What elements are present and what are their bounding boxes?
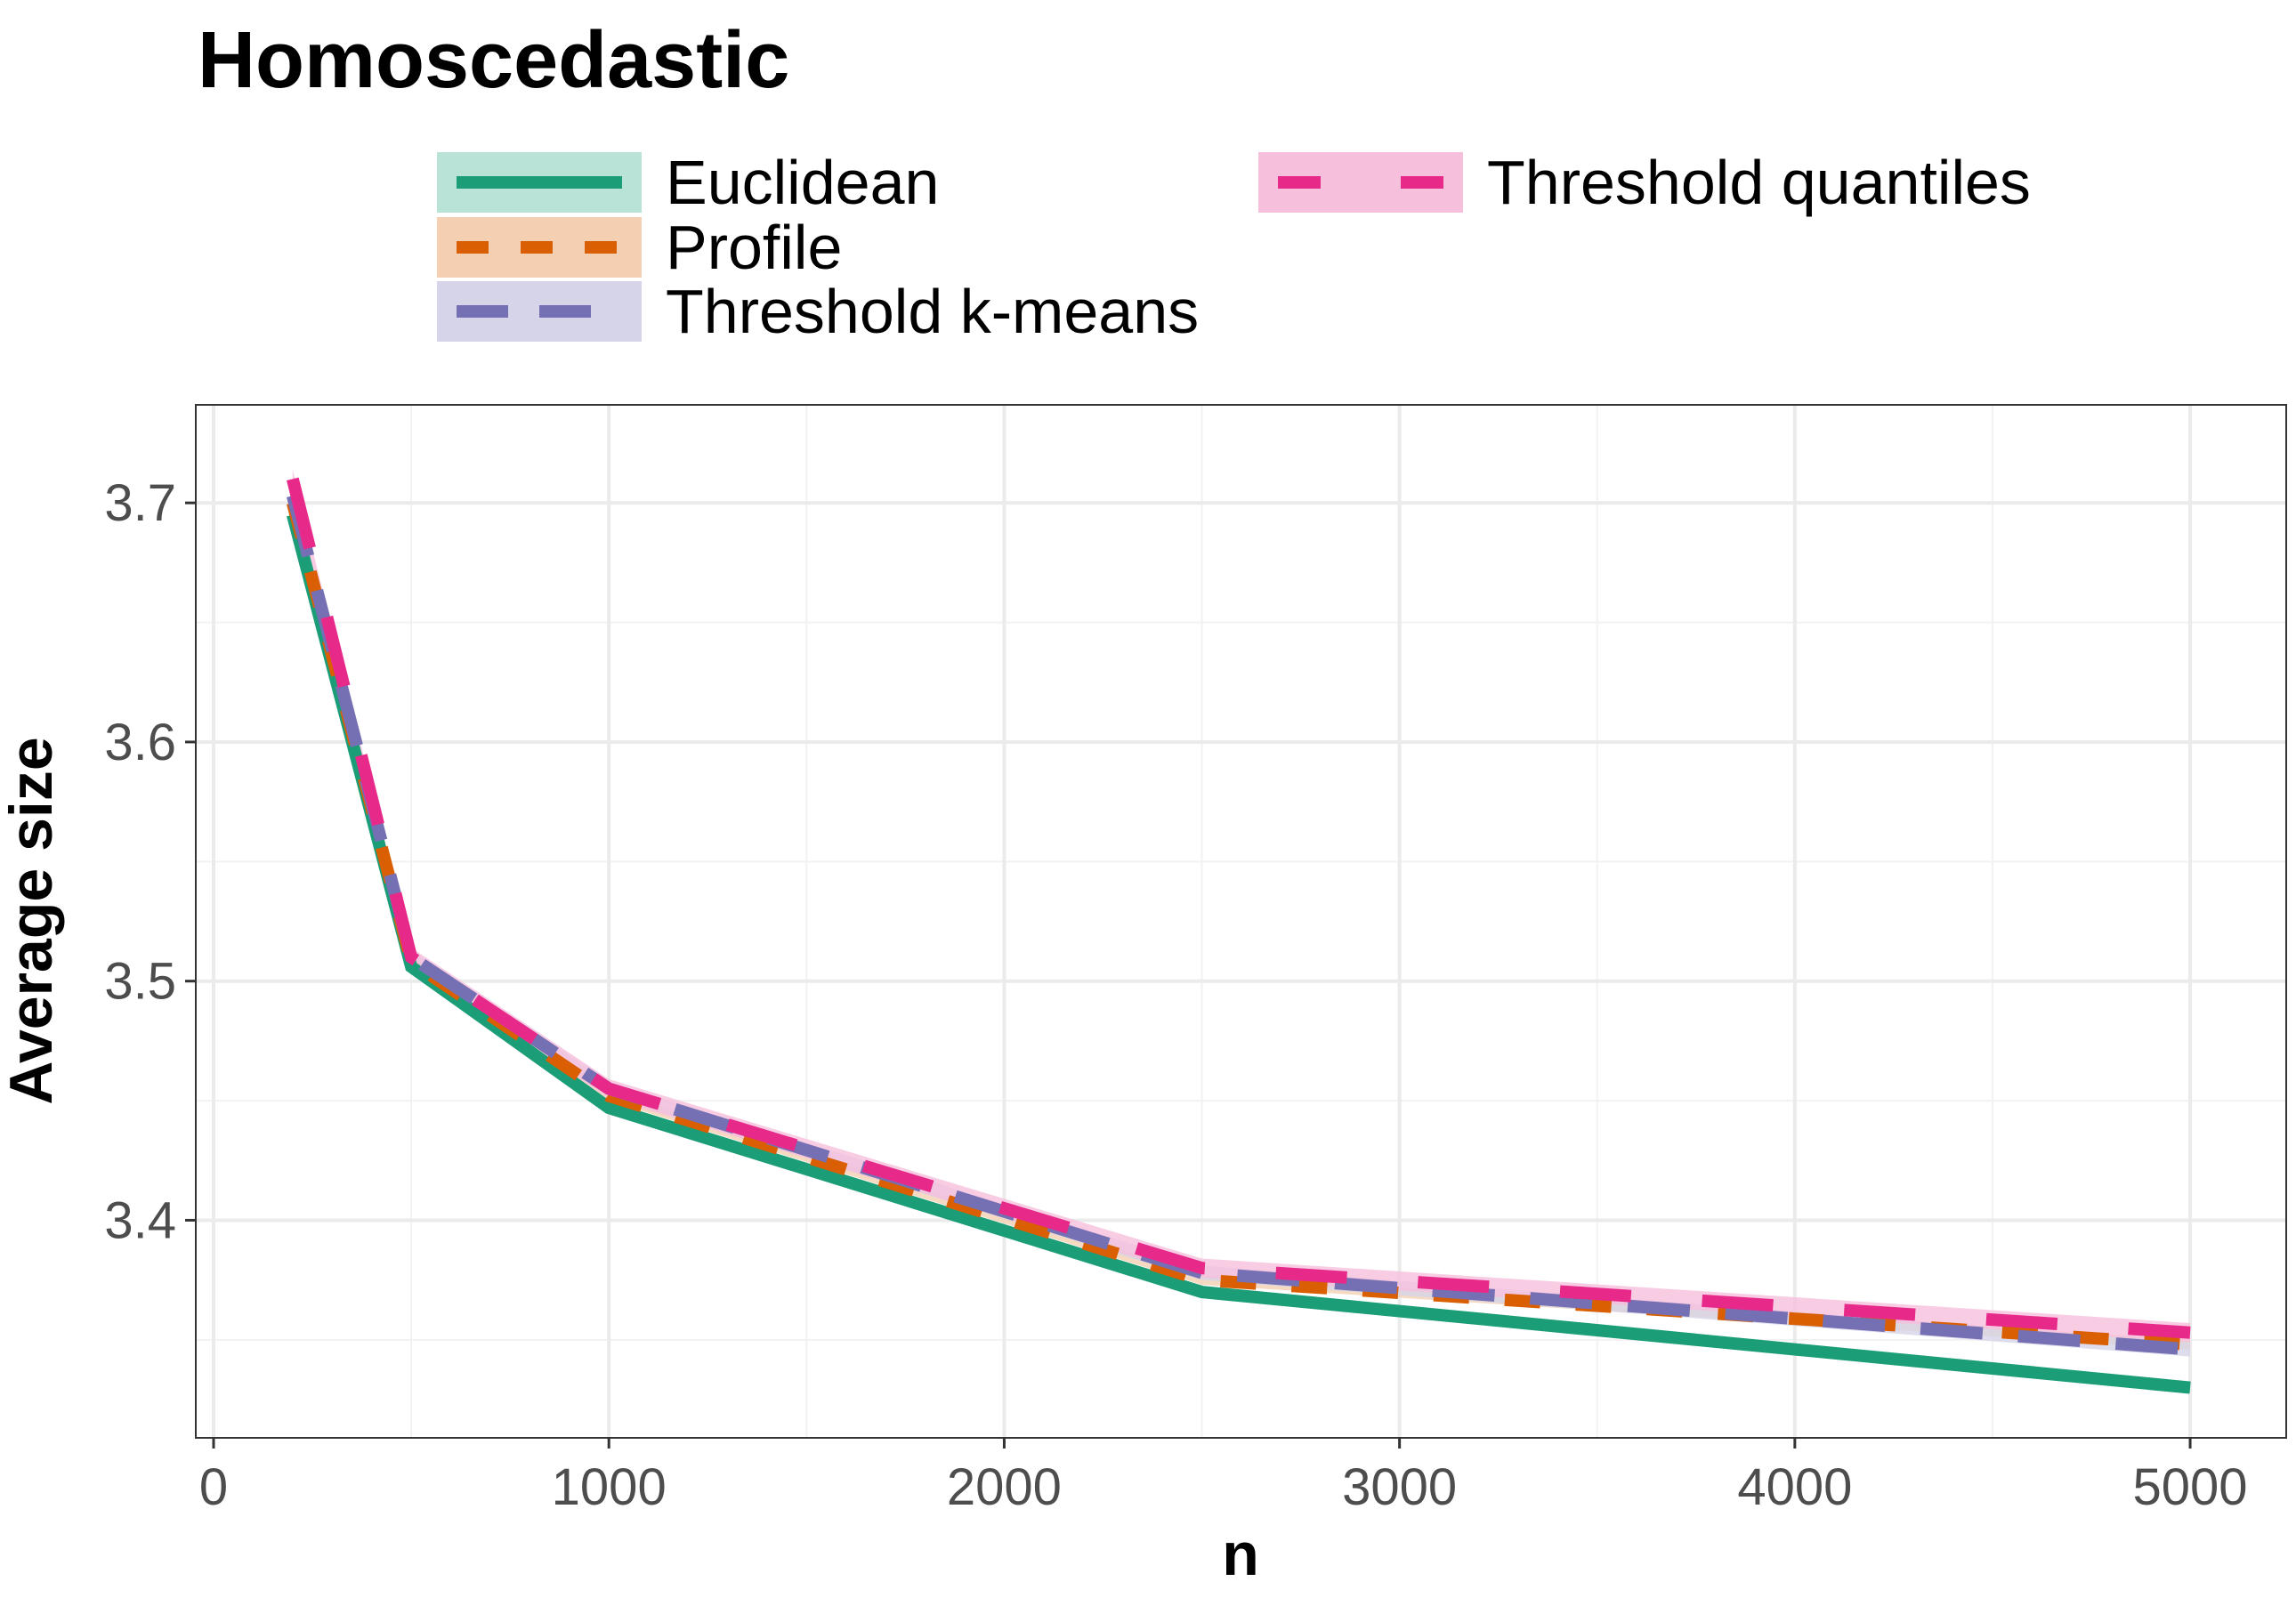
series-line-threshold-quantiles <box>287 477 2191 1339</box>
x-tick-label: 5000 <box>2133 1458 2248 1516</box>
legend-label: Threshold quantiles <box>1487 148 2031 217</box>
legend-label: Profile <box>666 213 842 282</box>
y-tick-label: 3.7 <box>104 474 176 532</box>
y-axis-title: Average size <box>0 737 65 1104</box>
y-tick-label: 3.5 <box>104 953 176 1011</box>
x-tick-label: 1000 <box>552 1458 667 1516</box>
legend-item: Euclidean <box>437 148 939 217</box>
legend-item: Threshold k-means <box>437 277 1199 346</box>
legend-label: Threshold k-means <box>666 277 1199 346</box>
x-tick-label: 0 <box>199 1458 228 1516</box>
grid <box>196 405 2286 1438</box>
x-axis-title: n <box>1222 1521 1259 1588</box>
chart-title: Homoscedastic <box>198 16 789 105</box>
x-tick-label: 3000 <box>1342 1458 1457 1516</box>
axes: 0 1000 2000 3000 4000 5000 3.4 3.5 3.6 3.7 <box>104 474 2247 1516</box>
x-tick-label: 2000 <box>947 1458 1062 1516</box>
plot-border <box>195 404 2287 1439</box>
series-lines <box>287 477 2191 1394</box>
y-tick-label: 3.4 <box>104 1191 176 1249</box>
y-tick-label: 3.6 <box>104 714 176 771</box>
x-tick-label: 4000 <box>1737 1458 1852 1516</box>
legend-label: Euclidean <box>666 148 939 217</box>
legend-item: Profile <box>437 213 842 282</box>
legend-item: Threshold quantiles <box>1258 148 2031 217</box>
